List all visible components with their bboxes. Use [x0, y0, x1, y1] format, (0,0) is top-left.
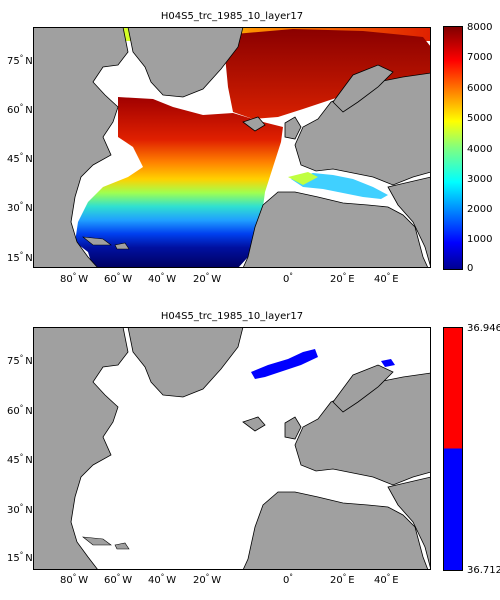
y-tick-45: 45° N: [7, 152, 33, 165]
africa-2: [242, 491, 429, 570]
nordic-seas-tracer: [223, 29, 431, 119]
x-tick-40w-b: 40° W: [148, 573, 177, 586]
x-tick-80w: 80° W: [60, 272, 89, 285]
x-tick-20w-b: 20° W: [193, 573, 222, 586]
top-map-plot: [33, 27, 431, 268]
y-tick-30: 30° N: [7, 201, 33, 214]
cuba: [82, 236, 112, 246]
bottom-map-plot: [33, 327, 431, 570]
x-tick-60w-b: 60° W: [104, 573, 133, 586]
cb1-tick-6000: 6000: [467, 83, 493, 94]
cuba-2: [82, 536, 112, 546]
x-tick-40e: 40° E: [374, 272, 399, 285]
north-america: [33, 27, 129, 268]
europe: [294, 72, 431, 186]
top-colorbar: [443, 26, 463, 270]
barents-blue-patch: [381, 359, 395, 367]
hispaniola: [114, 242, 130, 250]
y-tick-15-b: 15° N: [7, 551, 33, 564]
x-tick-0-b: 0°: [283, 573, 293, 586]
y-tick-45-b: 45° N: [7, 453, 33, 466]
greenland: [127, 27, 244, 98]
cb1-tick-2000: 2000: [467, 204, 493, 215]
x-tick-80w-b: 80° W: [60, 573, 89, 586]
iceland: [242, 116, 266, 132]
mediterranean-tracer: [291, 173, 388, 199]
british-isles-2: [284, 416, 302, 440]
scandinavia-2: [332, 364, 394, 413]
cb1-tick-1000: 1000: [467, 234, 493, 245]
middle-east: [387, 176, 431, 268]
cb1-tick-7000: 7000: [467, 52, 493, 63]
mediterranean-west-tracer: [288, 172, 318, 185]
cb1-tick-0: 0: [467, 263, 474, 274]
cb1-tick-3000: 3000: [467, 174, 493, 185]
bottom-map-panel: H04S5_trc_1985_10_layer17: [0, 300, 500, 600]
hispaniola-2: [114, 542, 130, 550]
cb2-tick-min: 36.712: [467, 565, 500, 576]
y-tick-60: 60° N: [7, 103, 33, 116]
top-map-frame: [33, 27, 431, 268]
y-tick-75-b: 75° N: [7, 354, 33, 367]
africa: [242, 191, 429, 268]
nordic-blue-patch: [251, 349, 318, 379]
top-map-panel: H04S5_trc_1985_10_layer17: [0, 0, 500, 290]
y-tick-60-b: 60° N: [7, 404, 33, 417]
north-america-2: [33, 327, 129, 570]
europe-2: [294, 372, 431, 486]
top-map-title: H04S5_trc_1985_10_layer17: [160, 11, 304, 22]
middle-east-2: [387, 476, 431, 570]
y-tick-15: 15° N: [7, 251, 33, 264]
y-tick-75: 75° N: [7, 54, 33, 67]
greenland-2: [127, 327, 244, 398]
cb1-tick-5000: 5000: [467, 113, 493, 124]
x-tick-20e-b: 20° E: [330, 573, 355, 586]
x-tick-0: 0°: [283, 272, 293, 285]
x-tick-40w: 40° W: [148, 272, 177, 285]
y-tick-30-b: 30° N: [7, 503, 33, 516]
x-tick-60w: 60° W: [104, 272, 133, 285]
scandinavia: [332, 64, 394, 113]
cb1-tick-4000: 4000: [467, 144, 493, 155]
bottom-colorbar: [443, 327, 463, 571]
bottom-map-frame: [33, 327, 431, 570]
cb2-tick-max: 36.946: [467, 323, 500, 334]
british-isles: [284, 116, 302, 140]
atlantic-tracer: [75, 97, 283, 268]
x-tick-20w: 20° W: [193, 272, 222, 285]
iceland-2: [242, 416, 266, 432]
cb1-tick-8000: 8000: [467, 22, 493, 33]
x-tick-20e: 20° E: [330, 272, 355, 285]
x-tick-40e-b: 40° E: [374, 573, 399, 586]
bottom-map-title: H04S5_trc_1985_10_layer17: [160, 311, 304, 322]
